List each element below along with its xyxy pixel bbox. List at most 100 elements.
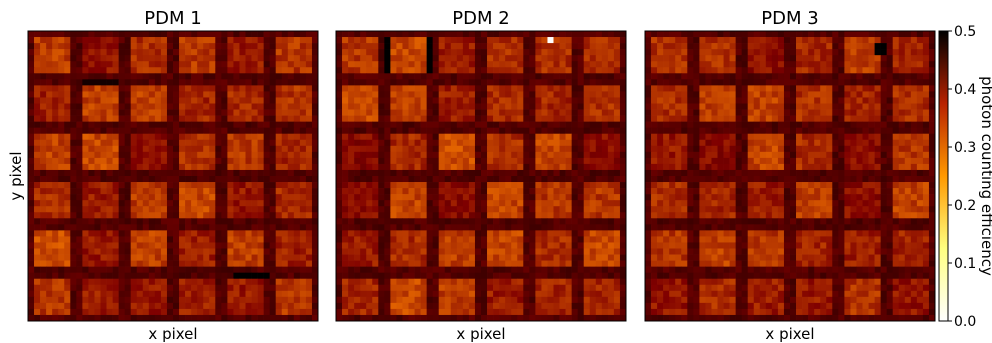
heatmap-cell bbox=[922, 49, 930, 56]
heatmap-cell bbox=[185, 115, 192, 122]
heatmap-cell bbox=[185, 91, 192, 98]
heatmap-cell bbox=[541, 206, 548, 213]
heatmap-cell bbox=[154, 37, 162, 44]
heatmap-cell bbox=[432, 169, 440, 177]
heatmap-cell bbox=[675, 61, 682, 68]
heatmap-cell bbox=[166, 254, 174, 261]
heatmap-cell bbox=[771, 31, 779, 38]
heatmap-cell bbox=[420, 91, 427, 98]
heatmap-cell bbox=[450, 97, 458, 104]
heatmap-cell bbox=[124, 163, 132, 171]
heatmap-cell bbox=[34, 133, 41, 141]
heatmap-cell bbox=[613, 151, 621, 159]
heatmap-cell bbox=[378, 212, 385, 219]
heatmap-cell bbox=[136, 254, 144, 261]
heatmap-cell bbox=[215, 151, 222, 159]
heatmap-cell bbox=[426, 230, 434, 237]
heatmap-cell bbox=[547, 260, 554, 267]
heatmap-cell bbox=[342, 242, 349, 249]
heatmap-cell bbox=[360, 55, 367, 62]
heatmap-cell bbox=[34, 43, 41, 50]
heatmap-cell bbox=[203, 212, 210, 219]
heatmap-cell bbox=[130, 254, 138, 261]
heatmap-cell bbox=[239, 61, 246, 68]
heatmap-cell bbox=[34, 248, 41, 255]
heatmap-cell bbox=[52, 272, 59, 280]
heatmap-cell bbox=[420, 139, 427, 147]
heatmap-cell bbox=[577, 254, 585, 261]
heatmap-cell bbox=[378, 224, 385, 231]
heatmap-cell bbox=[613, 73, 621, 80]
heatmap-cell bbox=[76, 302, 83, 310]
heatmap-cell bbox=[717, 49, 724, 56]
heatmap-cell bbox=[221, 85, 228, 92]
heatmap-cell bbox=[227, 49, 234, 56]
heatmap-cell bbox=[511, 230, 518, 237]
heatmap-cell bbox=[541, 224, 548, 231]
heatmap-cell bbox=[565, 157, 572, 165]
heatmap-cell bbox=[420, 314, 427, 322]
heatmap-cell bbox=[499, 73, 506, 80]
heatmap-cell bbox=[499, 145, 506, 153]
heatmap-cell bbox=[342, 97, 349, 104]
heatmap-cell bbox=[589, 85, 597, 92]
heatmap-cell bbox=[124, 182, 132, 189]
heatmap-cell bbox=[402, 176, 409, 183]
heatmap-cell bbox=[559, 308, 566, 316]
heatmap-cell bbox=[215, 260, 222, 267]
heatmap-cell bbox=[456, 314, 464, 322]
heatmap-cell bbox=[360, 127, 367, 135]
heatmap-cell bbox=[408, 43, 415, 50]
heatmap-cell bbox=[874, 61, 881, 68]
heatmap-cell bbox=[723, 73, 730, 80]
heatmap-cell bbox=[874, 49, 881, 56]
heatmap-cell bbox=[462, 254, 470, 261]
heatmap-cell bbox=[70, 296, 77, 304]
heatmap-cell bbox=[481, 169, 488, 177]
heatmap-cell bbox=[112, 49, 119, 56]
heatmap-cell bbox=[432, 121, 440, 129]
heatmap-cell bbox=[474, 182, 482, 189]
heatmap-cell bbox=[348, 188, 355, 195]
heatmap-cell bbox=[384, 284, 391, 292]
heatmap-cell bbox=[777, 55, 785, 62]
heatmap-cell bbox=[384, 67, 391, 74]
heatmap-cell bbox=[468, 308, 476, 316]
heatmap-cell bbox=[438, 176, 446, 183]
heatmap-cell bbox=[342, 31, 349, 38]
heatmap-cell bbox=[311, 182, 319, 189]
heatmap-cell bbox=[28, 188, 35, 195]
heatmap-cell bbox=[70, 79, 77, 86]
heatmap-cell bbox=[179, 49, 186, 56]
heatmap-cell bbox=[675, 37, 682, 44]
heatmap-cell bbox=[227, 278, 234, 286]
heatmap-cell bbox=[227, 224, 234, 231]
heatmap-cell bbox=[124, 145, 132, 153]
heatmap-cell bbox=[450, 266, 458, 274]
heatmap-cell bbox=[311, 163, 319, 171]
heatmap-cell bbox=[619, 248, 627, 255]
heatmap-cell bbox=[142, 73, 150, 80]
heatmap-cell bbox=[197, 37, 204, 44]
heatmap-cell bbox=[426, 272, 434, 280]
heatmap-cell bbox=[535, 182, 542, 189]
heatmap-cell bbox=[523, 266, 530, 274]
heatmap-cell bbox=[493, 254, 500, 261]
heatmap-cell bbox=[28, 103, 35, 110]
heatmap-cell bbox=[215, 284, 222, 292]
heatmap-cell bbox=[601, 236, 609, 243]
heatmap-cell bbox=[402, 37, 409, 44]
heatmap-cell bbox=[293, 31, 301, 38]
heatmap-cell bbox=[753, 49, 761, 56]
heatmap-cell bbox=[34, 91, 41, 98]
heatmap-cell bbox=[408, 151, 415, 159]
heatmap-cell bbox=[553, 194, 560, 201]
heatmap-cell bbox=[136, 224, 144, 231]
heatmap-cell bbox=[607, 55, 615, 62]
heatmap-cell bbox=[257, 308, 264, 316]
heatmap-cell bbox=[547, 61, 554, 68]
heatmap-cell bbox=[203, 230, 210, 237]
heatmap-cell bbox=[197, 85, 204, 92]
heatmap-cell bbox=[299, 254, 307, 261]
heatmap-cell bbox=[493, 242, 500, 249]
